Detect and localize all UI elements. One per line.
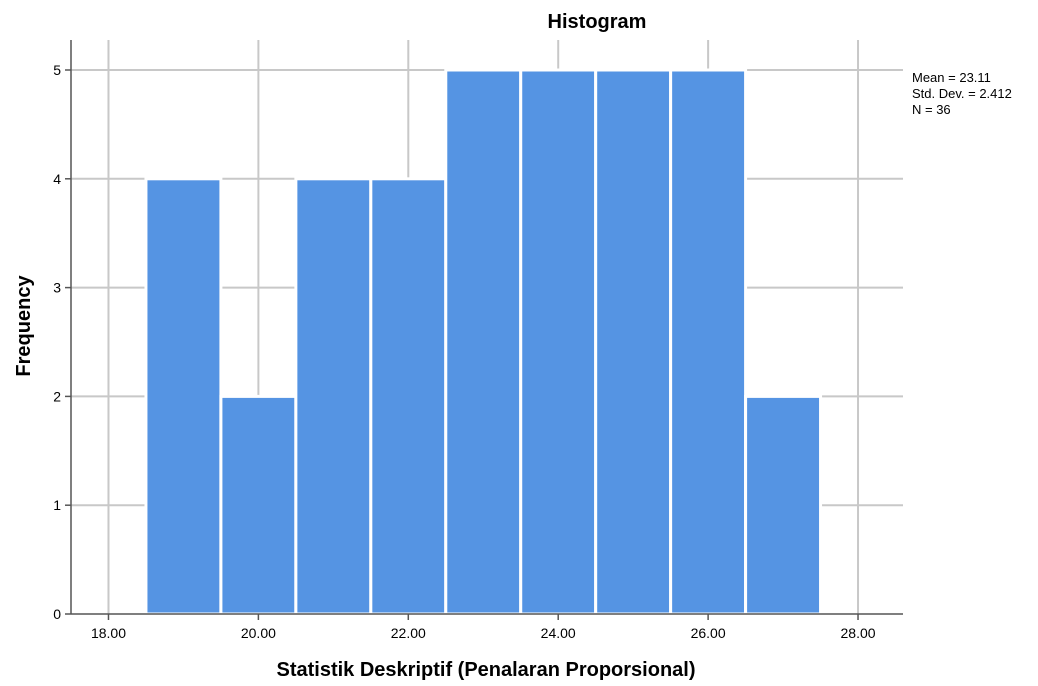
histogram-bar [594,68,673,616]
y-tick-label: 0 [53,606,61,622]
histogram-bar [744,394,823,616]
histogram-bar [144,177,223,616]
stats-box: Mean = 23.11 Std. Dev. = 2.412 N = 36 [912,70,1012,117]
axes [65,40,903,620]
histogram-bar [669,68,748,616]
x-tick-label: 24.00 [541,625,576,641]
y-axis-label: Frequency [13,275,35,377]
histogram-bar [294,177,373,616]
y-tick-label: 1 [53,497,61,513]
histogram-bars [144,68,823,616]
histogram-bar [369,177,448,616]
histogram-bar [519,68,598,616]
x-tick-label: 20.00 [241,625,276,641]
x-tick-label: 22.00 [391,625,426,641]
y-tick-label: 4 [53,171,61,187]
y-tick-label: 3 [53,280,61,296]
histogram-bar [444,68,523,616]
chart-title: Histogram [548,11,647,33]
x-axis-label: Statistik Deskriptif (Penalaran Proporsi… [277,659,696,681]
histogram-bar [219,394,298,616]
x-tick-label: 28.00 [841,625,876,641]
y-tick-label: 2 [53,388,61,404]
tick-labels: 0 1 2 3 4 5 18.00 20.00 22.00 24.00 26.00 28.00 [53,62,876,641]
stat-mean: Mean = 23.11 [912,70,991,85]
stat-n: N = 36 [912,102,951,117]
x-tick-label: 26.00 [691,625,726,641]
x-tick-label: 18.00 [91,625,126,641]
stat-std-dev: Std. Dev. = 2.412 [912,86,1012,101]
y-tick-label: 5 [53,62,61,78]
